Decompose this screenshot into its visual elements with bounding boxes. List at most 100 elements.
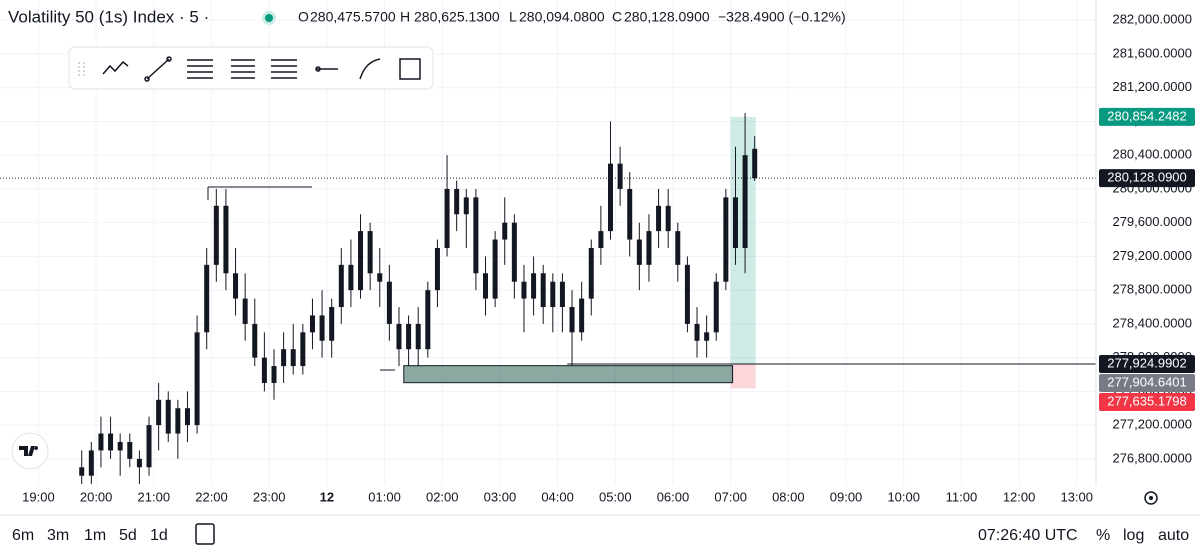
ohlc-prefix: O	[298, 9, 309, 25]
candle-body	[117, 441, 123, 451]
logo[interactable]	[11, 432, 49, 470]
candle-body	[473, 197, 479, 274]
y-tick-label: 276,800.0000	[1112, 450, 1192, 465]
ohlc-value: 280,625.1300	[414, 9, 500, 25]
toolbar-bg	[68, 46, 434, 90]
x-tick-label: 20:00	[80, 489, 113, 504]
candle-body	[444, 188, 450, 248]
x-tick-label: 08:00	[772, 489, 805, 504]
candle-body	[329, 307, 335, 341]
candle-body	[377, 273, 383, 282]
candle-body	[300, 332, 306, 367]
option-button[interactable]: %	[1096, 527, 1110, 544]
candle-body	[723, 197, 729, 282]
calendar-icon[interactable]	[195, 523, 215, 545]
candles	[79, 113, 758, 485]
candle-body	[146, 425, 152, 468]
candle-body	[636, 239, 642, 265]
price-label-bg	[1099, 392, 1195, 411]
tool-icons[interactable]	[78, 56, 421, 82]
candle-body	[742, 155, 748, 248]
candle-body	[108, 433, 114, 451]
candle-body	[617, 163, 623, 189]
candle-body	[502, 222, 508, 240]
candle-body	[290, 349, 296, 367]
x-tick-label: 03:00	[484, 489, 517, 504]
ohlc-value: 280,094.0800	[519, 9, 605, 25]
ohlc: O 280,475.5700 H 280,625.1300 L 280,094.0800 C…	[298, 9, 710, 25]
settings[interactable]	[1144, 491, 1158, 505]
candle-body	[184, 408, 190, 426]
candle-body	[483, 273, 489, 299]
candle-body	[233, 273, 239, 299]
ohlc-prefix: C	[612, 9, 622, 25]
x-tick-label: 06:00	[657, 489, 690, 504]
candle-body	[338, 264, 344, 308]
candle-body	[550, 281, 556, 308]
candle-body	[98, 433, 104, 451]
candle-body	[588, 247, 594, 299]
status-dot	[265, 14, 273, 22]
candle-body	[492, 239, 498, 299]
symbol: Volatility 50 (1s) Index · 5 ·	[8, 7, 209, 26]
x-tick-label: 21:00	[138, 489, 171, 504]
zone	[403, 365, 734, 384]
y-tick-label: 277,200.0000	[1112, 417, 1192, 432]
change: −328.4900 (−0.12%)	[718, 9, 846, 25]
candle-body	[569, 307, 575, 333]
candle-body	[531, 273, 537, 299]
range-button[interactable]: 6m	[12, 527, 34, 544]
y-tick-label: 278,400.0000	[1112, 315, 1192, 330]
range-button[interactable]: 3m	[47, 527, 69, 544]
candle-body	[694, 323, 700, 341]
candle-body	[367, 231, 373, 274]
price-label-bg	[1099, 354, 1195, 373]
range-button[interactable]: 5d	[119, 527, 137, 544]
price-label: 277,635.1798	[1107, 393, 1187, 408]
candle-body	[252, 323, 258, 358]
x-tick-label: 01:00	[368, 489, 401, 504]
y-tick-label: 282,000.0000	[1112, 12, 1192, 27]
logo-mark	[19, 446, 39, 456]
price-label-bg	[1099, 107, 1195, 126]
candle-body	[665, 205, 671, 232]
candle-body	[540, 273, 546, 308]
candle-body	[165, 399, 171, 434]
candle-body	[194, 332, 200, 426]
toolbar	[68, 46, 434, 90]
candle-body	[656, 205, 662, 232]
clock: 07:26:40 UTC	[978, 527, 1078, 544]
candle-body	[358, 231, 364, 291]
x-tick-label: 05:00	[599, 489, 632, 504]
x-tick-label: 02:00	[426, 489, 459, 504]
candle-body	[415, 323, 421, 350]
x-tick-label: 13:00	[1060, 489, 1093, 504]
x-tick-label: 12	[320, 489, 334, 504]
candle-body	[127, 441, 133, 459]
ohlc-value: 280,475.5700	[310, 9, 396, 25]
candle-body	[271, 366, 277, 383]
candle-body	[213, 205, 219, 265]
candle-body	[348, 264, 354, 291]
candle-body	[261, 357, 267, 383]
candle-body	[752, 148, 758, 179]
footer: 6m 3m 1m 5d 1d 07:26:40 UTC% log auto	[12, 527, 1189, 544]
candle-body	[175, 408, 181, 434]
range-button[interactable]: 1d	[150, 527, 168, 544]
price-label-bg	[1099, 373, 1195, 392]
option-button[interactable]: auto	[1158, 527, 1189, 544]
candle-body	[646, 231, 652, 265]
x-tick-label: 19:00	[22, 489, 55, 504]
ohlc-prefix: H	[400, 9, 410, 25]
candle-body	[396, 323, 402, 350]
candle-body	[242, 298, 248, 324]
range-button[interactable]: 1m	[84, 527, 106, 544]
y-tick-label: 279,200.0000	[1112, 248, 1192, 263]
candle-body	[713, 281, 719, 333]
axes: 282,000.0000 281,600.0000 281,200.0000 280,…	[22, 12, 1195, 504]
price-label: 277,904.6401	[1107, 374, 1187, 389]
candle-body	[281, 349, 287, 367]
option-button[interactable]: log	[1123, 527, 1144, 544]
